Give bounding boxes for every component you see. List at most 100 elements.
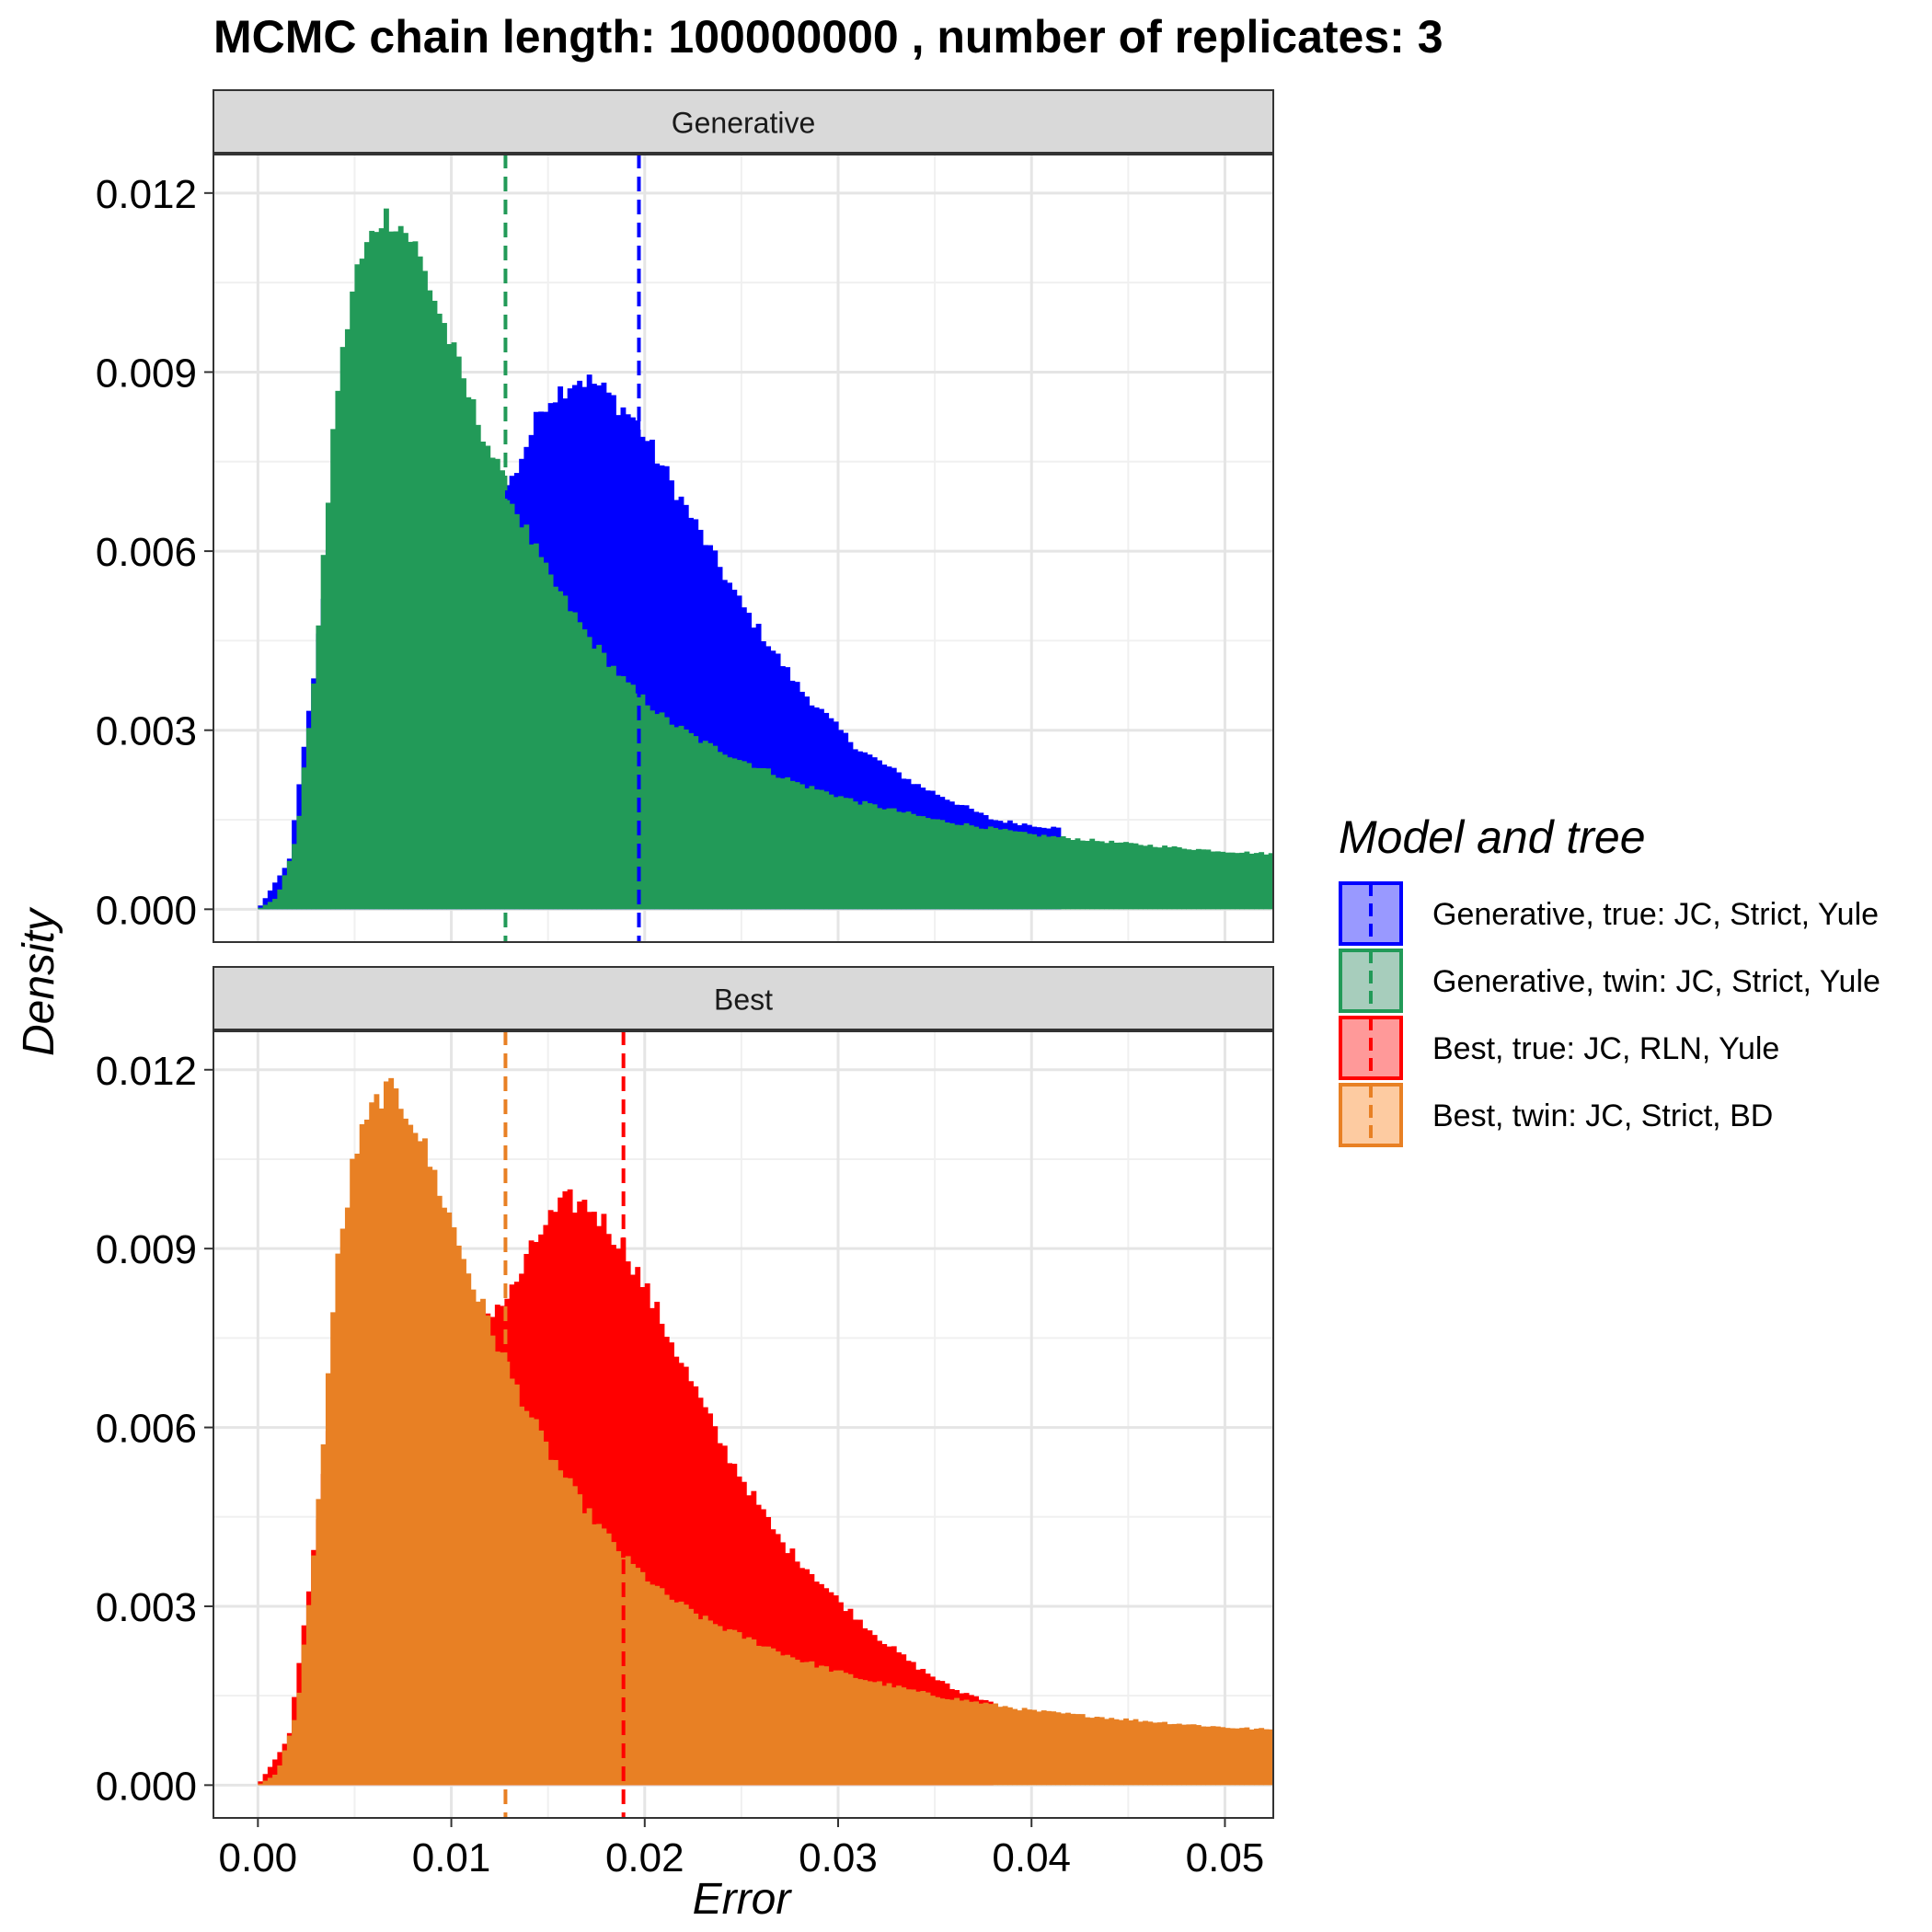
histogram-bar — [630, 417, 636, 910]
histogram-bar — [659, 465, 665, 910]
histogram-bar — [635, 1267, 641, 1786]
histogram-bar — [881, 809, 888, 910]
histogram-bar — [601, 1528, 607, 1786]
legend-entry: Best, twin: JC, Strict, BD — [1339, 1083, 1773, 1147]
histogram-bar — [809, 786, 815, 910]
histogram-bar — [697, 1619, 704, 1786]
histogram-bar — [1098, 841, 1105, 910]
histogram-bar — [412, 1133, 419, 1786]
histogram-bar — [1109, 840, 1115, 910]
histogram-bar — [1089, 1718, 1096, 1786]
histogram-bar — [547, 1459, 554, 1786]
histogram-bar — [422, 1138, 428, 1786]
histogram-bar — [408, 241, 414, 910]
histogram-bar — [258, 1781, 264, 1786]
histogram-bar — [374, 232, 380, 910]
histogram-bar — [751, 1490, 757, 1786]
histogram-bar — [466, 397, 472, 910]
histogram-bar — [659, 1323, 665, 1786]
histogram-bar — [721, 1630, 728, 1786]
histogram-bar — [760, 768, 766, 910]
histogram-bar — [901, 812, 907, 910]
histogram-bar — [717, 567, 723, 910]
histogram-bar — [727, 1463, 732, 1786]
histogram-bar — [1012, 831, 1018, 910]
histogram-bar — [755, 1645, 762, 1786]
histogram-bar — [1253, 853, 1259, 910]
histogram-bar — [697, 742, 704, 910]
histogram-bar — [417, 256, 423, 910]
histogram-bar — [765, 1646, 772, 1786]
histogram-bar — [538, 1430, 545, 1786]
histogram-bar — [1021, 832, 1028, 910]
histogram-bar — [1051, 1711, 1057, 1786]
histogram-bar — [852, 801, 858, 910]
histogram-bar — [1128, 1720, 1134, 1786]
histogram-bar — [504, 500, 511, 910]
histogram-bar — [316, 625, 322, 910]
histogram-bar — [378, 1108, 385, 1786]
histogram-bar — [1229, 1728, 1236, 1786]
histogram-bar — [605, 1234, 612, 1786]
histogram-bar — [1214, 1726, 1221, 1786]
histogram-bar — [673, 1602, 680, 1786]
histogram-bar — [867, 803, 873, 910]
histogram-bar — [1060, 835, 1066, 910]
histogram-bar — [1079, 1714, 1086, 1786]
histogram-bar — [983, 1702, 989, 1786]
histogram-bar — [1268, 853, 1274, 910]
histogram-bar — [1051, 835, 1057, 910]
y-tick-label: 0.006 — [96, 1407, 197, 1452]
histogram-bar — [403, 1118, 408, 1786]
histogram-bar — [292, 1719, 297, 1786]
histogram-bar — [731, 1464, 738, 1786]
histogram-bar — [843, 798, 849, 910]
histogram-bar — [901, 1687, 907, 1786]
histogram-bar — [1002, 1706, 1008, 1786]
histogram-bar — [359, 259, 365, 910]
histogram-bar — [1118, 842, 1124, 910]
histogram-bar — [736, 595, 742, 910]
histogram-bar — [1181, 848, 1188, 910]
histogram-bar — [1036, 836, 1042, 910]
histogram-bar — [305, 728, 312, 910]
histogram-bar — [1239, 1728, 1246, 1786]
histogram-bar — [867, 1681, 873, 1786]
x-axis-label: Error — [693, 1875, 793, 1924]
histogram-bar — [523, 1410, 530, 1786]
histogram-bar — [1133, 1719, 1139, 1786]
histogram-bar — [673, 500, 680, 910]
histogram-bar — [611, 395, 616, 910]
histogram-bar — [702, 545, 708, 910]
facet-strip-label: Generative — [672, 107, 816, 140]
histogram-bar — [775, 777, 781, 910]
histogram-bar — [993, 1703, 999, 1786]
histogram-bar — [760, 1646, 766, 1786]
histogram-bar — [1201, 849, 1207, 910]
histogram-bar — [915, 1691, 921, 1786]
histogram-bar — [393, 231, 399, 910]
histogram-bar — [639, 436, 646, 910]
histogram-bar — [436, 313, 443, 910]
histogram-bar — [702, 741, 708, 910]
histogram-bar — [1229, 852, 1236, 910]
histogram-bar — [828, 794, 834, 910]
histogram-bar — [823, 1666, 830, 1786]
histogram-bar — [1190, 849, 1197, 910]
panel-generative: Generative 0.000 0.003 0.006 0.009 0.012 — [96, 89, 1274, 943]
histogram-bar — [286, 1735, 293, 1786]
histogram-bar — [707, 742, 713, 910]
panel-best: Best 0.000 0.003 0.006 0.009 0.012 — [96, 966, 1274, 1819]
histogram-bar — [1195, 1725, 1202, 1786]
histogram-bar — [1075, 1714, 1081, 1786]
histogram-bar — [577, 1494, 583, 1786]
histogram-bar — [388, 1077, 395, 1786]
histogram-bar — [296, 815, 303, 910]
histogram-bar — [1017, 831, 1023, 910]
histogram-bar — [528, 544, 535, 910]
histogram-bar — [383, 1081, 389, 1786]
histogram-bar — [755, 767, 762, 910]
histogram-bar — [650, 710, 655, 910]
